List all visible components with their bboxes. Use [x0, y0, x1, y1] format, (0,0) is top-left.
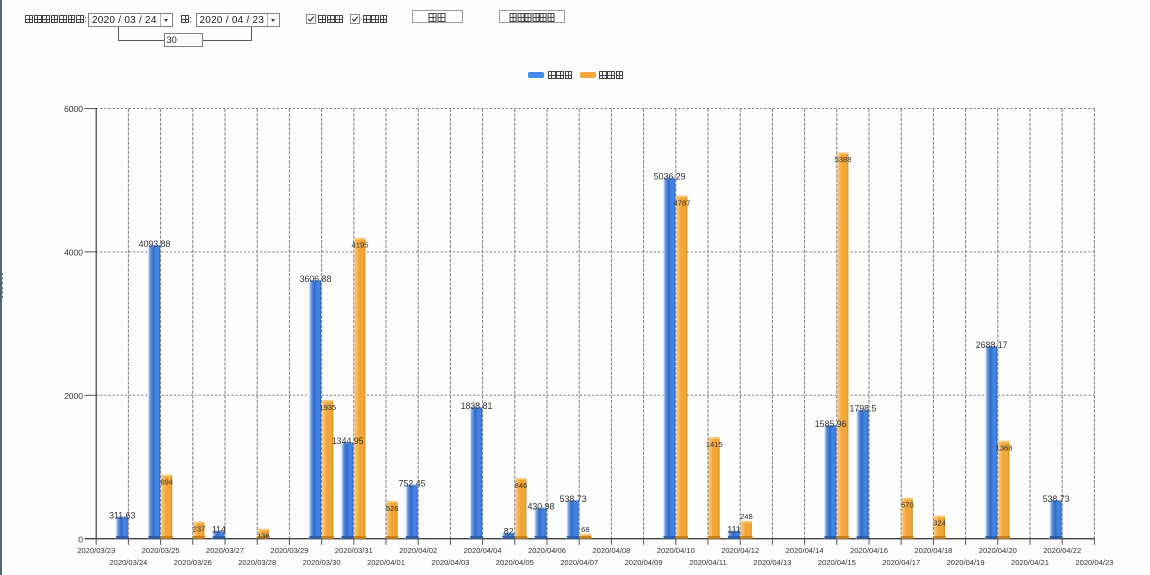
- svg-text:1415: 1415: [706, 440, 723, 449]
- svg-text:430.98: 430.98: [527, 502, 554, 512]
- svg-text:2020/03/28: 2020/03/28: [238, 558, 276, 567]
- svg-text:2020/03/27: 2020/03/27: [206, 546, 244, 555]
- svg-text:1585.96: 1585.96: [815, 419, 847, 429]
- svg-text:2020/03/24: 2020/03/24: [109, 558, 147, 567]
- svg-text:248: 248: [740, 512, 753, 521]
- svg-text:4195: 4195: [352, 241, 369, 250]
- svg-text:68: 68: [581, 525, 589, 534]
- svg-text:538.73: 538.73: [1043, 494, 1070, 504]
- svg-text:111: 111: [727, 525, 740, 535]
- svg-text:2020/04/03: 2020/04/03: [431, 558, 469, 567]
- svg-text:2020/04/04: 2020/04/04: [464, 546, 502, 555]
- svg-text:2020/04/12: 2020/04/12: [721, 546, 759, 555]
- svg-text:2020/04/06: 2020/04/06: [528, 546, 566, 555]
- svg-text:5036.29: 5036.29: [654, 172, 686, 182]
- svg-text:846: 846: [515, 481, 528, 490]
- svg-text:4093.88: 4093.88: [139, 239, 171, 249]
- svg-text:2020/04/20: 2020/04/20: [979, 546, 1017, 555]
- svg-text:2020/03/25: 2020/03/25: [142, 546, 180, 555]
- svg-text:2688.17: 2688.17: [976, 340, 1008, 350]
- svg-text:2020/04/09: 2020/04/09: [625, 558, 663, 567]
- svg-text:538.73: 538.73: [560, 494, 587, 504]
- svg-text:136: 136: [257, 532, 270, 541]
- svg-text:2020/03/30: 2020/03/30: [303, 558, 341, 567]
- svg-text:2020/04/19: 2020/04/19: [947, 558, 985, 567]
- svg-text:2020/04/01: 2020/04/01: [367, 558, 405, 567]
- svg-text:2020/03/26: 2020/03/26: [174, 558, 212, 567]
- svg-text:1344.95: 1344.95: [332, 436, 364, 446]
- svg-text:2020/04/11: 2020/04/11: [689, 558, 726, 567]
- svg-text:2020/04/13: 2020/04/13: [753, 558, 791, 567]
- svg-text:2020/04/18: 2020/04/18: [914, 546, 952, 555]
- svg-text:1838.81: 1838.81: [461, 401, 493, 411]
- svg-text:2020/04/21: 2020/04/21: [1011, 558, 1049, 567]
- svg-text:4787: 4787: [674, 198, 691, 207]
- svg-text:752.45: 752.45: [399, 479, 426, 489]
- svg-text:0: 0: [78, 534, 83, 544]
- svg-text:570: 570: [901, 501, 914, 510]
- svg-text:3606.88: 3606.88: [300, 274, 332, 284]
- svg-text:2020/04/15: 2020/04/15: [818, 558, 856, 567]
- svg-text:1798.5: 1798.5: [849, 404, 876, 414]
- svg-text:6000: 6000: [64, 104, 83, 114]
- svg-text:2020/04/16: 2020/04/16: [850, 546, 888, 555]
- svg-text:2020/04/07: 2020/04/07: [560, 558, 598, 567]
- svg-text:324: 324: [933, 518, 946, 527]
- svg-text:2020/04/23: 2020/04/23: [1075, 558, 1113, 567]
- svg-text:82: 82: [504, 527, 514, 537]
- svg-text:2020/04/10: 2020/04/10: [657, 546, 695, 555]
- svg-text:894: 894: [160, 477, 173, 486]
- svg-text:2020/04/14: 2020/04/14: [786, 546, 824, 555]
- svg-text:2020/04/22: 2020/04/22: [1043, 546, 1081, 555]
- svg-text:526: 526: [386, 504, 399, 513]
- svg-text:2020/04/08: 2020/04/08: [592, 546, 630, 555]
- svg-text:5388: 5388: [835, 155, 852, 164]
- svg-text:114: 114: [212, 524, 226, 534]
- svg-text:237: 237: [193, 525, 206, 534]
- svg-text:2000: 2000: [64, 391, 83, 401]
- svg-text:2020/04/02: 2020/04/02: [399, 546, 437, 555]
- svg-text:1935: 1935: [319, 403, 336, 412]
- svg-text:2020/04/17: 2020/04/17: [882, 558, 920, 567]
- svg-text:2020/04/05: 2020/04/05: [496, 558, 534, 567]
- svg-text:2020/03/31: 2020/03/31: [335, 546, 373, 555]
- svg-text:4000: 4000: [64, 248, 83, 258]
- svg-text:2020/03/29: 2020/03/29: [270, 546, 308, 555]
- svg-text:1368: 1368: [996, 443, 1013, 452]
- svg-text:311.63: 311.63: [109, 510, 135, 520]
- svg-text:2020/03/23: 2020/03/23: [77, 546, 115, 555]
